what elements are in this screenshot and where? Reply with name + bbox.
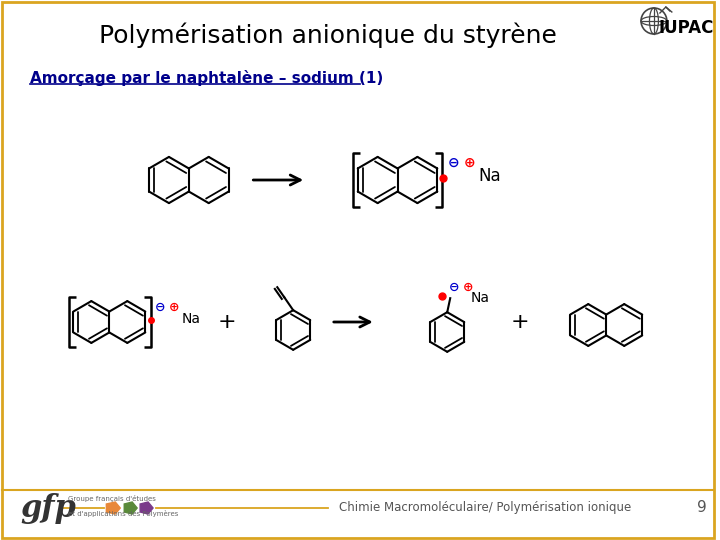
Text: ⊖: ⊖ xyxy=(447,156,459,170)
Text: gfp: gfp xyxy=(20,492,76,523)
Text: Polymérisation anionique du styrène: Polymérisation anionique du styrène xyxy=(99,22,557,48)
Polygon shape xyxy=(140,502,153,514)
Text: Chimie Macromoléculaire/ Polymérisation ionique: Chimie Macromoléculaire/ Polymérisation … xyxy=(339,502,631,515)
Text: Groupe français d'études: Groupe français d'études xyxy=(68,495,156,502)
Text: Na: Na xyxy=(478,167,500,185)
Text: ⊕: ⊕ xyxy=(463,156,475,170)
Text: 9: 9 xyxy=(697,501,706,516)
Text: +: + xyxy=(510,312,529,332)
Text: ⊖: ⊖ xyxy=(155,300,166,314)
Text: ⊕: ⊕ xyxy=(463,281,473,294)
Text: ⊕: ⊕ xyxy=(168,300,179,314)
Polygon shape xyxy=(125,502,137,514)
Text: IUPAC: IUPAC xyxy=(658,19,714,37)
Polygon shape xyxy=(107,502,120,514)
Text: Amorçage par le naphtalène – sodium (1): Amorçage par le naphtalène – sodium (1) xyxy=(30,70,383,86)
Text: et d'applications des Polymères: et d'applications des Polymères xyxy=(68,510,178,517)
Text: Na: Na xyxy=(182,312,201,326)
Text: +: + xyxy=(217,312,236,332)
Text: Na: Na xyxy=(471,291,490,305)
Text: ⊖: ⊖ xyxy=(449,281,459,294)
